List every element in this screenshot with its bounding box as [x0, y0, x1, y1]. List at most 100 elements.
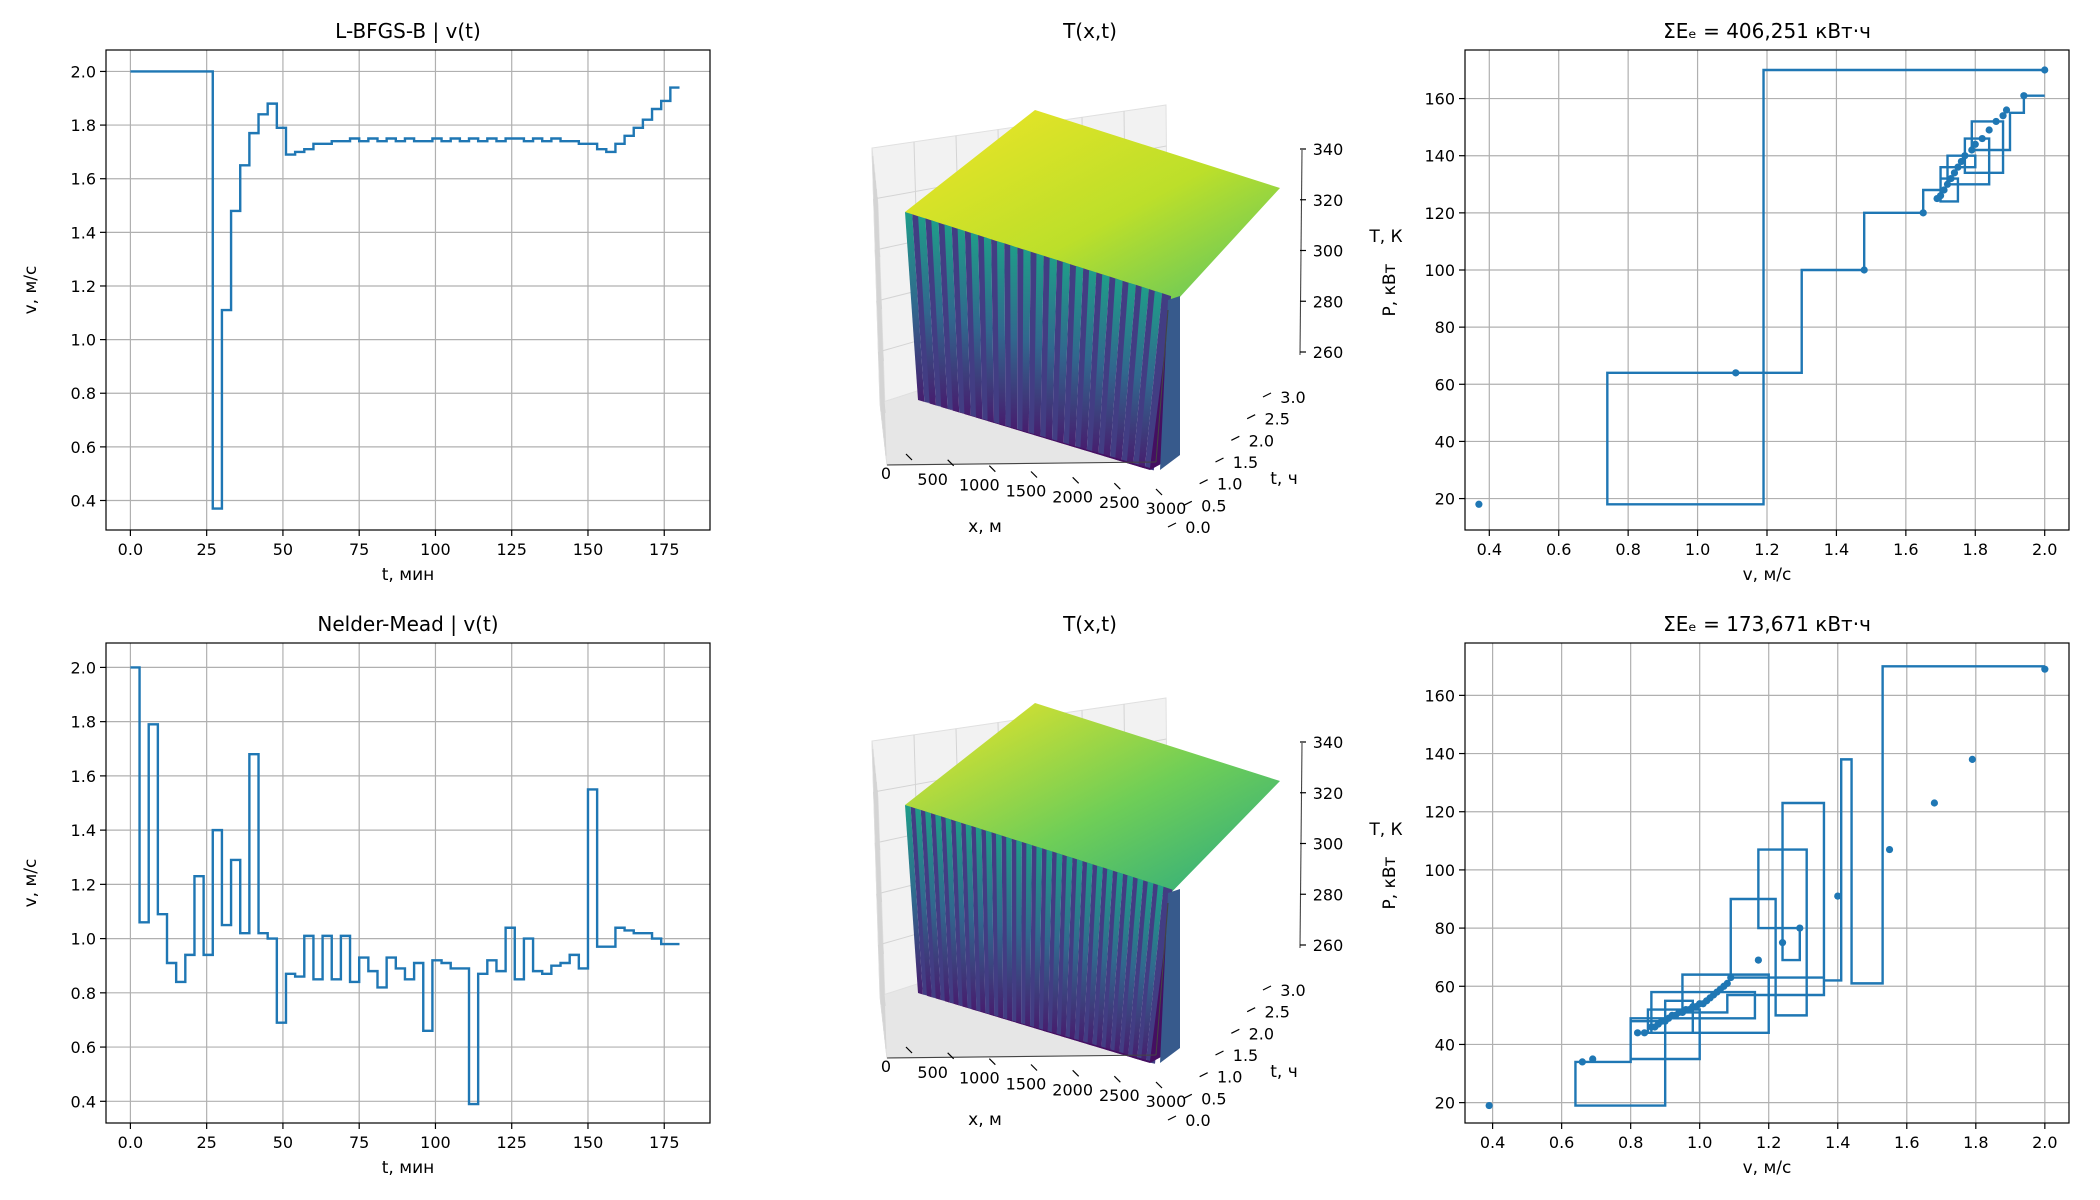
- surface-ribbon: [997, 241, 1006, 427]
- x-tick-label: 0.8: [1618, 1133, 1643, 1152]
- surface-ribbon: [1025, 843, 1032, 1027]
- power-point: [2020, 92, 2028, 100]
- power-point: [1940, 186, 1948, 194]
- x-tick-label: 1.4: [1824, 540, 1849, 559]
- power-point: [1860, 266, 1868, 274]
- power-point: [1723, 979, 1731, 987]
- surface-ribbon: [945, 817, 959, 1006]
- z3d-tick-label: 340: [1313, 140, 1344, 159]
- y-tick-label: 1.8: [71, 116, 96, 135]
- z3d-tick-label: 300: [1313, 835, 1344, 854]
- power-point: [1961, 152, 1969, 160]
- x-tick-label: 0.0: [118, 1133, 143, 1152]
- grid3d-line: [873, 757, 883, 1014]
- grid3d-line: [874, 842, 883, 903]
- x3d-tick: [1155, 488, 1163, 496]
- z3d-tick-label: 300: [1313, 242, 1344, 261]
- x-tick-label: 1.8: [1963, 1133, 1988, 1152]
- x-tick-label: 175: [649, 1133, 680, 1152]
- y3d-tick: [1167, 522, 1177, 528]
- surface-ribbon: [935, 814, 950, 1003]
- y-tick-label: 160: [1424, 686, 1455, 705]
- surface-ribbon: [955, 821, 968, 1008]
- x-tick-label: 1.6: [1894, 1133, 1919, 1152]
- grid3d-line: [876, 300, 884, 362]
- surface-ribbon: [1080, 270, 1097, 451]
- x3d-tick: [1113, 482, 1121, 490]
- power-point: [1727, 973, 1735, 982]
- surface-ribbon: [1042, 849, 1053, 1033]
- x3d-tick-label: 3000: [1146, 1092, 1187, 1111]
- surface-ribbon: [1068, 265, 1084, 448]
- x-tick-label: 0.6: [1549, 1133, 1574, 1152]
- surface-ribbon: [975, 827, 986, 1014]
- chart-title: T(x,t): [1062, 612, 1117, 636]
- y3d-tick-label: 2.5: [1264, 1003, 1289, 1022]
- surface-ribbon: [1126, 286, 1149, 465]
- y3d-tick-label: 3.0: [1280, 388, 1305, 407]
- x-tick-label: 125: [496, 540, 527, 559]
- y3d-tick: [1246, 1007, 1256, 1013]
- power-point: [1640, 1029, 1649, 1037]
- chart-title: T(x,t): [1062, 19, 1117, 43]
- axes-frame: [1464, 49, 2070, 531]
- grid3d-line: [876, 789, 887, 1050]
- x3d-tick: [1030, 471, 1038, 478]
- x-tick-label: 1.2: [1754, 540, 1779, 559]
- y-tick-label: 60: [1435, 375, 1455, 394]
- pv2-axes: 0.4 0.6 0.8 1.0 1.2 1.4 1.6 1.8 2.0 20 40 60 80 100 12…: [1380, 612, 2070, 1178]
- y-tick-label: 1.0: [71, 331, 96, 350]
- x3d-tick: [988, 465, 996, 473]
- surface-ribbon: [925, 811, 941, 1000]
- x-tick-label: 0.0: [118, 540, 143, 559]
- z3d-tick-label: 340: [1313, 733, 1344, 752]
- power-point: [1754, 956, 1762, 964]
- surface-ribbon: [1105, 872, 1123, 1051]
- y3d-tick: [1215, 1050, 1224, 1056]
- z-axis-label: T, К: [1368, 227, 1402, 247]
- z3d-tick-label: 260: [1313, 343, 1344, 362]
- x3d-tick-label: 1000: [959, 1069, 1000, 1088]
- surface-ribbon: [996, 833, 1004, 1019]
- power-point: [1919, 209, 1927, 217]
- x-axis-label: x, м: [968, 1110, 1002, 1130]
- x-tick-label: 2.0: [2032, 540, 2057, 559]
- y-tick-label: 0.6: [71, 438, 96, 457]
- x-axis-label: t, мин: [382, 1158, 434, 1178]
- power-point: [1999, 112, 2007, 120]
- y-tick-label: 0.4: [71, 492, 96, 511]
- y3d-tick: [1262, 392, 1272, 398]
- x3d-tick: [1113, 1075, 1121, 1083]
- power-point: [1633, 1029, 1642, 1037]
- power-point: [1957, 157, 1965, 166]
- grid3d-line: [873, 164, 883, 421]
- x3d-tick-label: 2500: [1099, 1086, 1140, 1105]
- surface-ribbon: [957, 228, 971, 416]
- x3d-tick-label: 3000: [1146, 499, 1187, 518]
- surface-top: [905, 703, 1280, 896]
- y-tick-label: 40: [1435, 1035, 1455, 1054]
- power-point: [2002, 106, 2011, 114]
- surface-ribbon: [1016, 840, 1022, 1025]
- surface-ribbon: [915, 808, 932, 998]
- surface-ribbon: [1051, 852, 1063, 1035]
- y-axis-label: P, кВт: [1380, 856, 1400, 909]
- x3d-tick-label: 2000: [1052, 1080, 1093, 1099]
- axes-frame: [1464, 642, 2070, 1124]
- surface-ribbon: [1045, 257, 1057, 441]
- x-axis-label: v, м/с: [1743, 1158, 1792, 1178]
- y-tick-label: 40: [1435, 432, 1455, 451]
- power-point: [1947, 174, 1955, 183]
- surface-ribbon: [1087, 865, 1103, 1046]
- axes-frame: [105, 49, 711, 531]
- y-axis-label: t, ч: [1270, 1062, 1298, 1082]
- power-step-series: [1574, 665, 2045, 1107]
- chart-title: Nelder-Mead | v(t): [317, 612, 498, 636]
- surface-ribbon: [931, 220, 948, 409]
- y3d-tick-label: 1.0: [1217, 475, 1242, 494]
- y3d-tick-label: 3.0: [1280, 981, 1305, 1000]
- x-tick-label: 1.0: [1687, 1133, 1712, 1152]
- grid3d-line: [877, 351, 886, 414]
